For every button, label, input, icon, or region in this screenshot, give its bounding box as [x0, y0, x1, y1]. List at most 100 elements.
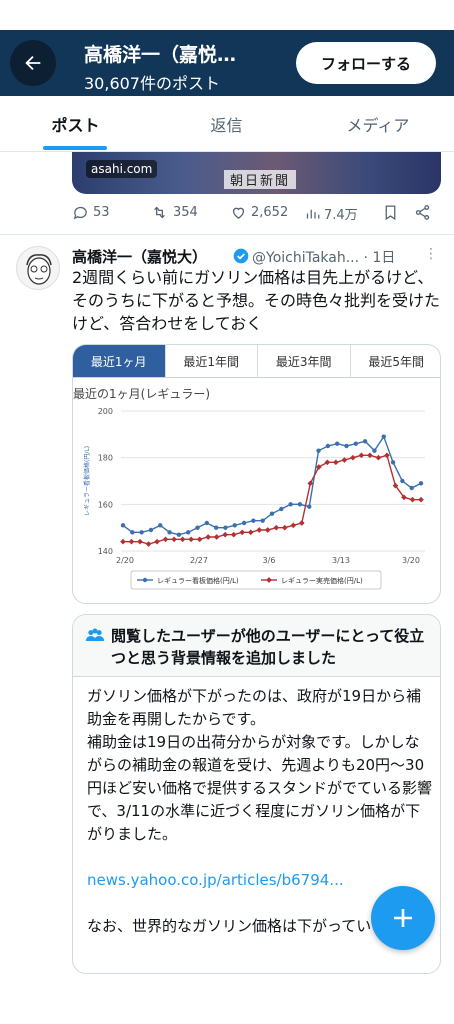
legend-label: レギュラー実売価格(円/L) — [281, 576, 363, 585]
retweet-action[interactable]: 354 — [150, 204, 198, 221]
data-point — [273, 524, 280, 531]
data-point — [148, 527, 154, 533]
data-point — [264, 527, 271, 533]
chart-tab-3years: 最近3年間 — [258, 345, 351, 377]
data-point — [418, 496, 424, 503]
active-tab-indicator — [43, 146, 107, 150]
data-point — [381, 434, 386, 439]
tweet-divider — [0, 234, 454, 235]
gasoline-price-chart: 200 180 160 140 レギュラー看板価格(円/L) 2/20 2/27 3/6 3/1… — [83, 407, 425, 590]
data-point — [222, 531, 228, 538]
avatar[interactable] — [16, 246, 60, 290]
data-point — [171, 536, 177, 543]
legend-box — [130, 570, 382, 590]
y-tick-label: 140 — [98, 547, 113, 556]
data-point — [290, 522, 297, 529]
data-point — [288, 502, 293, 507]
share-action[interactable] — [414, 204, 431, 221]
chart-tab-5years: 最近5年間 — [368, 354, 425, 369]
retweet-icon — [154, 206, 165, 219]
data-point — [130, 530, 135, 535]
data-point — [162, 536, 169, 543]
chart-tab-1month: 最近1ヶ月 — [73, 345, 166, 377]
profile-name: 高橋洋一（嘉悦… — [84, 44, 237, 66]
profile-header: 高橋洋一（嘉悦… 30,607件のポスト フォローする — [0, 30, 454, 96]
data-point — [375, 454, 382, 461]
compose-post-button[interactable] — [371, 886, 435, 950]
post-count: 30,607件のポスト — [84, 74, 220, 93]
x-tick-label: 2/20 — [116, 556, 134, 565]
data-point — [333, 459, 339, 466]
tweet-time: · 1日 — [363, 250, 396, 266]
note-source-link[interactable]: news.yahoo.co.jp/articles/b6794... — [87, 871, 344, 889]
data-point — [324, 459, 331, 466]
community-users-icon — [85, 628, 105, 641]
data-point — [158, 523, 163, 528]
heart-icon — [232, 207, 245, 219]
like-count: 2,652 — [251, 205, 289, 220]
data-point — [213, 534, 220, 540]
data-point — [185, 530, 191, 535]
data-point — [195, 525, 200, 530]
data-point — [120, 523, 126, 528]
data-point — [279, 506, 284, 512]
community-note: 閲覧したユーザーが他のユーザーにとって役立つと思う背景情報を追加しました ガソリ… — [72, 614, 441, 974]
note-body: ガソリン価格が下がったのは、政府が19日から補助金を再開したからです。 補助金は… — [87, 685, 433, 938]
author-handle[interactable]: @YoichiTakah... · 1日 — [252, 247, 395, 267]
data-point — [409, 485, 414, 491]
data-point — [353, 441, 359, 446]
data-point — [145, 541, 152, 547]
data-point — [188, 536, 194, 543]
tweet-media-image[interactable]: 最近1ヶ月 最近1年間 最近3年間 最近5年間 最近の1ヶ月(レギュラー) 20… — [72, 344, 441, 604]
chart-tab-1year: 最近1年間 — [166, 345, 258, 377]
retweet-count: 354 — [173, 205, 198, 220]
tab-replies[interactable]: 返信 — [210, 116, 243, 135]
more-options-icon[interactable]: ⋮ — [424, 246, 438, 262]
data-point — [154, 538, 160, 545]
tab-media[interactable]: メディア — [346, 116, 410, 135]
data-point — [372, 448, 377, 453]
note-paragraph-2: 補助金は19日の出荷分からが対象です。しかしながらの補助金の報道を受け、先週より… — [87, 733, 433, 843]
data-point — [307, 480, 314, 487]
bookmark-icon — [385, 205, 396, 221]
legend-marker — [266, 577, 272, 583]
data-point — [205, 534, 211, 540]
plus-icon — [394, 909, 412, 927]
data-point — [400, 478, 405, 484]
x-tick-label: 3/6 — [263, 556, 276, 565]
image-caption: 朝日新聞 — [224, 170, 297, 189]
y-tick-label: 200 — [98, 407, 113, 416]
data-point — [316, 464, 322, 470]
chart-period-tabs: 最近1ヶ月 最近1年間 最近3年間 最近5年間 — [73, 345, 440, 378]
prev-tweet-actions: 53 354 2,652 7.4万 — [72, 201, 442, 227]
data-point — [269, 511, 275, 516]
back-arrow-icon — [25, 55, 41, 71]
data-point — [167, 530, 172, 535]
back-button[interactable] — [10, 40, 56, 86]
handle-text: @YoichiTakah... — [252, 250, 360, 266]
tab-posts[interactable]: ポスト — [51, 116, 100, 135]
like-action[interactable]: 2,652 — [230, 204, 288, 221]
bookmark-action[interactable] — [382, 204, 399, 221]
reply-action[interactable]: 53 — [72, 204, 110, 221]
note-title: 閲覧したユーザーが他のユーザーにとって役立つと思う背景情報を追加しました — [111, 627, 425, 667]
data-point — [120, 538, 126, 545]
reply-count: 53 — [93, 205, 110, 220]
x-tick-label: 2/27 — [190, 556, 208, 565]
data-point — [239, 529, 246, 536]
follow-button[interactable]: フォローする — [296, 42, 436, 84]
legend-label: レギュラー看板価格(円/L) — [157, 576, 239, 585]
data-point — [241, 520, 247, 526]
data-point — [247, 529, 254, 536]
data-point — [176, 532, 182, 537]
profile-tabs: ポスト 返信 メディア — [0, 96, 454, 152]
data-point — [204, 520, 210, 526]
data-point — [139, 530, 144, 535]
y-axis-label: レギュラー看板価格(円/L) — [83, 446, 91, 516]
data-point — [260, 518, 265, 523]
views-action[interactable]: 7.4万 — [305, 204, 358, 223]
data-point — [213, 525, 219, 530]
data-point — [409, 496, 416, 503]
author-name[interactable]: 高橋洋一（嘉悦大） — [72, 248, 208, 266]
tweet-text: 2週間くらい前にガソリン価格は目先上がるけど、そのうちに下がると予想。その時色々… — [72, 268, 441, 333]
